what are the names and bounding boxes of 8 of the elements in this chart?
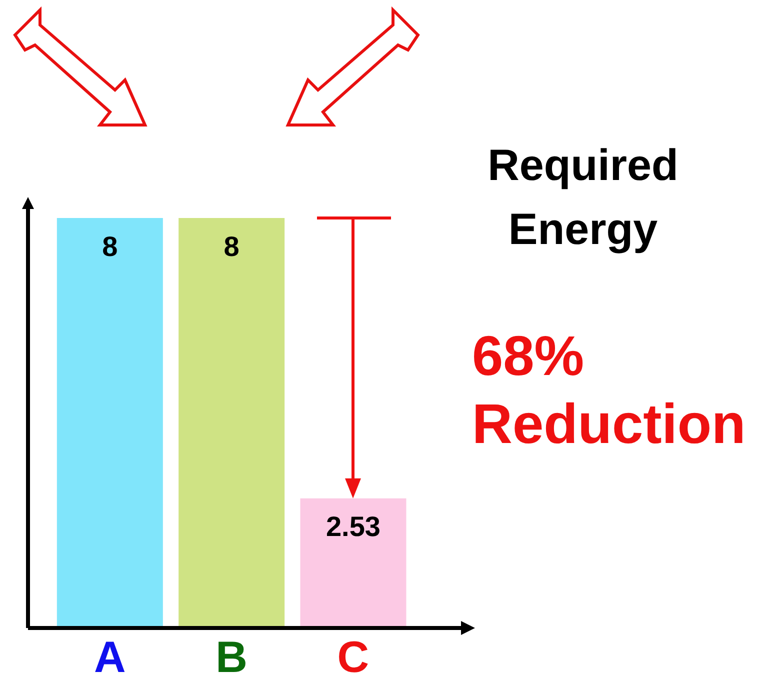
data-label: 8 — [102, 230, 118, 262]
data-label: 8 — [224, 230, 240, 262]
text: Required Energy — [488, 141, 678, 254]
text: 68% Reduction — [472, 324, 746, 455]
x-tick-label: B — [216, 633, 248, 682]
x-tick-label: C — [337, 633, 370, 682]
x-tick-label: A — [94, 633, 126, 682]
data-label: 2.53 — [326, 511, 380, 542]
